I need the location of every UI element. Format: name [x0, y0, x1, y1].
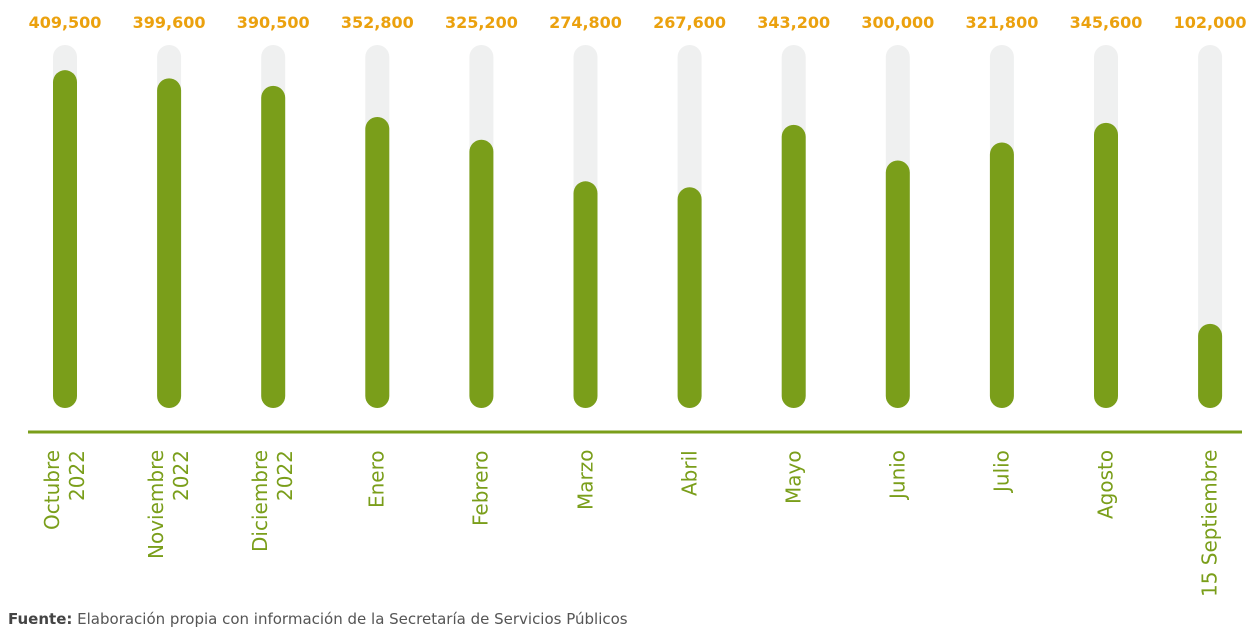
bar	[1198, 323, 1223, 408]
category-label: Abril	[677, 450, 702, 496]
value-label: 325,200	[445, 13, 518, 32]
category-label: Mayo	[781, 450, 806, 504]
bar	[677, 187, 702, 408]
value-label: 390,500	[237, 13, 310, 32]
value-label: 343,200	[757, 13, 830, 32]
bar	[261, 85, 286, 409]
category-label: Julio	[989, 450, 1014, 492]
category-label: Febrero	[468, 450, 493, 526]
category-label: Diciembre 2022	[248, 450, 298, 553]
value-label: 399,600	[133, 13, 206, 32]
category-label: 15 Septiembre	[1197, 450, 1222, 598]
bar-track	[1198, 45, 1223, 408]
bar	[365, 116, 390, 408]
bar	[573, 181, 598, 408]
category-label: Octubre 2022	[40, 450, 89, 531]
value-label: 352,800	[341, 13, 414, 32]
bar	[1094, 122, 1118, 408]
bar	[469, 139, 494, 408]
value-label: 321,800	[965, 13, 1038, 32]
bar	[53, 70, 77, 408]
bar	[781, 124, 806, 409]
bar	[989, 142, 1014, 408]
value-label: 267,600	[653, 13, 726, 32]
category-label: Agosto	[1093, 450, 1118, 520]
category-label: Junio	[885, 450, 910, 500]
category-label: Noviembre 2022	[144, 450, 194, 560]
source-text: Elaboración propia con información de la…	[77, 610, 628, 628]
value-label: 409,500	[29, 13, 102, 32]
source-note: Fuente: Elaboración propia con informaci…	[8, 610, 628, 628]
value-label: 345,600	[1070, 13, 1143, 32]
value-label: 102,000	[1174, 13, 1247, 32]
value-label: 274,800	[549, 13, 622, 32]
category-label: Enero	[364, 450, 389, 508]
bar	[157, 78, 182, 408]
source-label: Fuente:	[8, 610, 73, 628]
bar	[885, 160, 910, 408]
category-label: Marzo	[573, 450, 597, 511]
value-label: 300,000	[861, 13, 934, 32]
